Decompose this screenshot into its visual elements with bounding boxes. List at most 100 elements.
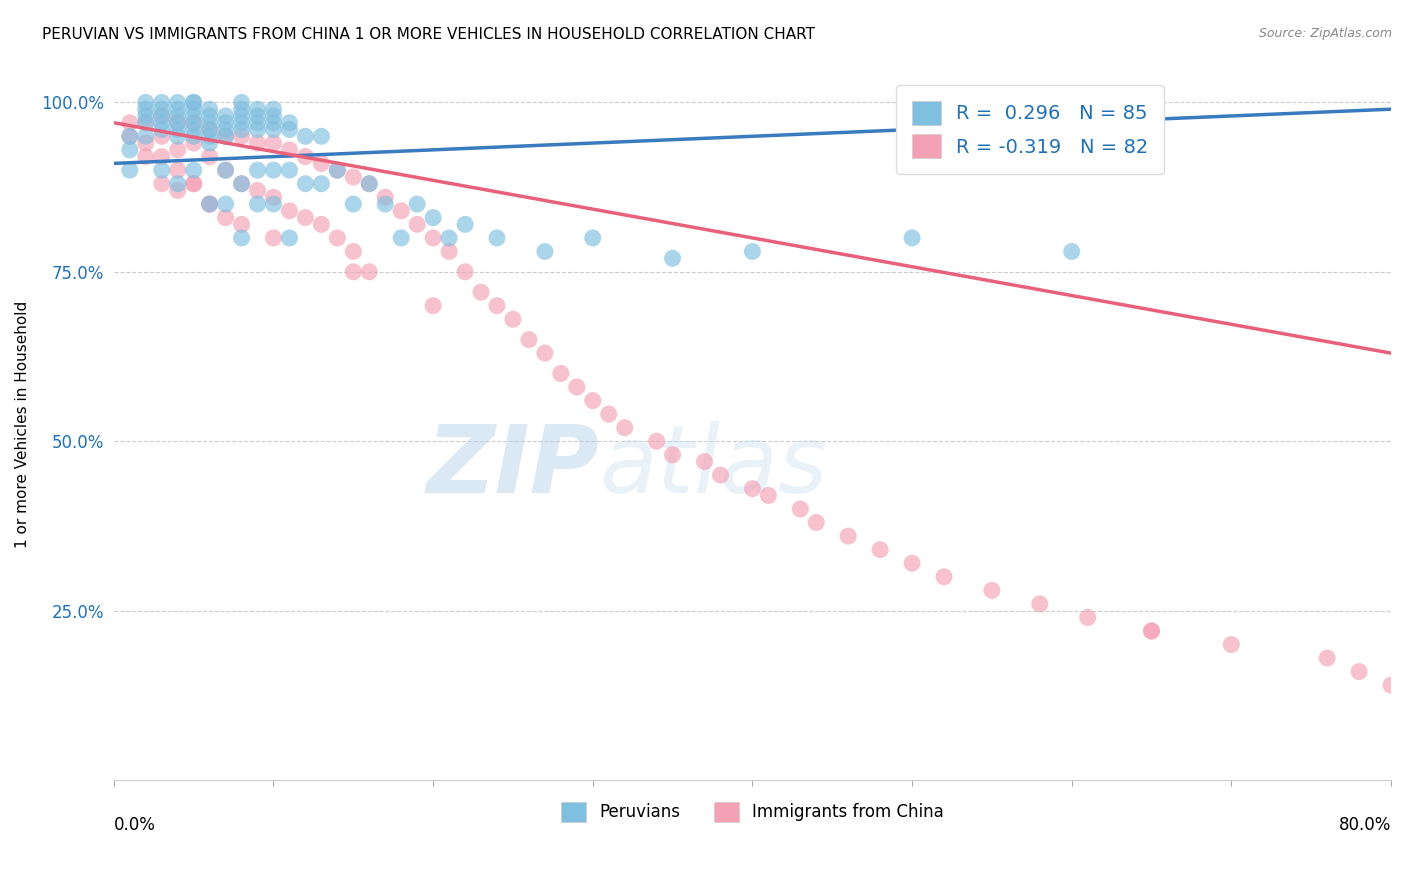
Point — [198, 116, 221, 130]
Point — [246, 102, 269, 116]
Point — [645, 434, 668, 449]
Point — [183, 116, 205, 130]
Point — [150, 109, 173, 123]
Point — [278, 122, 301, 136]
Point — [278, 163, 301, 178]
Point — [198, 122, 221, 136]
Point — [214, 211, 236, 225]
Point — [263, 231, 285, 245]
Point — [214, 116, 236, 130]
Point — [582, 393, 605, 408]
Point — [485, 231, 508, 245]
Point — [183, 136, 205, 150]
Point — [263, 136, 285, 150]
Point — [437, 244, 460, 259]
Point — [422, 231, 444, 245]
Point — [246, 163, 269, 178]
Point — [454, 218, 477, 232]
Point — [1060, 244, 1083, 259]
Point — [198, 136, 221, 150]
Point — [118, 129, 141, 144]
Point — [246, 184, 269, 198]
Point — [150, 163, 173, 178]
Point — [246, 197, 269, 211]
Point — [454, 265, 477, 279]
Point — [166, 116, 188, 130]
Point — [422, 211, 444, 225]
Point — [550, 367, 572, 381]
Point — [231, 218, 253, 232]
Point — [278, 231, 301, 245]
Point — [1316, 651, 1339, 665]
Point — [326, 231, 349, 245]
Point — [246, 136, 269, 150]
Point — [135, 95, 157, 110]
Point — [406, 197, 429, 211]
Point — [326, 163, 349, 178]
Text: Source: ZipAtlas.com: Source: ZipAtlas.com — [1258, 27, 1392, 40]
Point — [374, 190, 396, 204]
Point — [598, 407, 620, 421]
Point — [246, 109, 269, 123]
Point — [661, 252, 683, 266]
Point — [198, 197, 221, 211]
Point — [613, 420, 636, 434]
Point — [294, 211, 316, 225]
Point — [389, 231, 412, 245]
Point — [359, 265, 381, 279]
Point — [135, 102, 157, 116]
Point — [198, 129, 221, 144]
Point — [150, 129, 173, 144]
Point — [183, 177, 205, 191]
Point — [183, 177, 205, 191]
Point — [1140, 624, 1163, 638]
Point — [534, 346, 557, 360]
Point — [901, 231, 924, 245]
Point — [869, 542, 891, 557]
Point — [214, 163, 236, 178]
Point — [1379, 678, 1402, 692]
Point — [214, 122, 236, 136]
Point — [406, 218, 429, 232]
Point — [263, 163, 285, 178]
Point — [150, 122, 173, 136]
Point — [231, 122, 253, 136]
Point — [263, 109, 285, 123]
Point — [198, 197, 221, 211]
Point — [135, 116, 157, 130]
Point — [1077, 610, 1099, 624]
Point — [932, 570, 955, 584]
Point — [183, 129, 205, 144]
Point — [150, 177, 173, 191]
Point — [214, 163, 236, 178]
Point — [661, 448, 683, 462]
Point — [342, 265, 364, 279]
Point — [214, 129, 236, 144]
Point — [150, 109, 173, 123]
Point — [485, 299, 508, 313]
Point — [135, 136, 157, 150]
Point — [135, 116, 157, 130]
Point — [183, 95, 205, 110]
Point — [231, 231, 253, 245]
Point — [582, 231, 605, 245]
Text: PERUVIAN VS IMMIGRANTS FROM CHINA 1 OR MORE VEHICLES IN HOUSEHOLD CORRELATION CH: PERUVIAN VS IMMIGRANTS FROM CHINA 1 OR M… — [42, 27, 815, 42]
Point — [118, 163, 141, 178]
Point — [758, 488, 780, 502]
Point — [166, 129, 188, 144]
Point — [214, 197, 236, 211]
Point — [342, 169, 364, 184]
Point — [1220, 638, 1243, 652]
Point — [311, 218, 333, 232]
Point — [198, 150, 221, 164]
Point — [166, 163, 188, 178]
Point — [278, 203, 301, 218]
Point — [231, 116, 253, 130]
Point — [166, 116, 188, 130]
Point — [231, 95, 253, 110]
Point — [214, 109, 236, 123]
Point — [359, 177, 381, 191]
Point — [278, 116, 301, 130]
Point — [693, 454, 716, 468]
Point — [263, 102, 285, 116]
